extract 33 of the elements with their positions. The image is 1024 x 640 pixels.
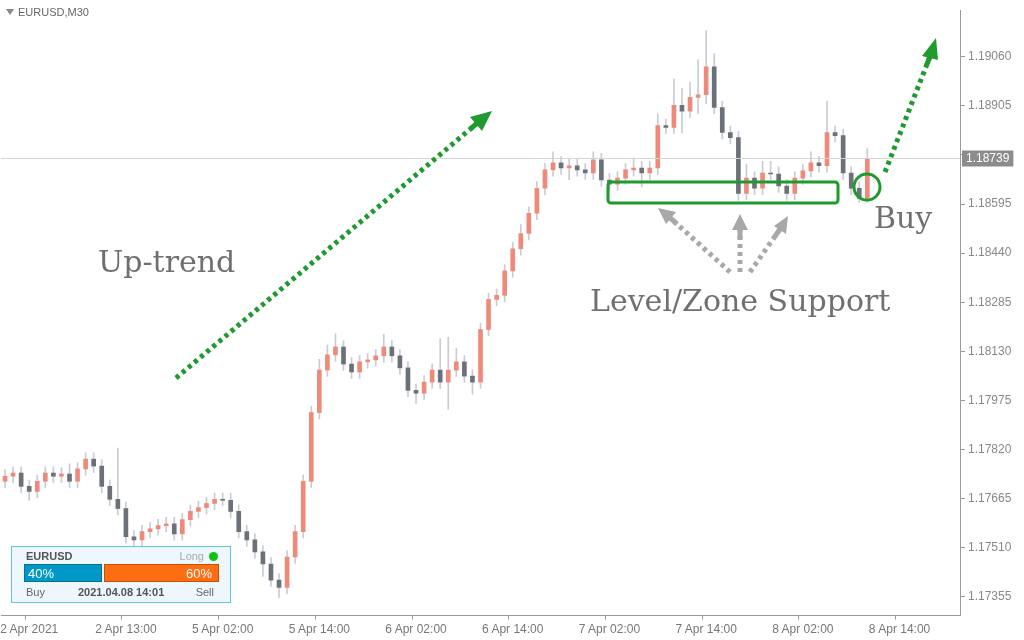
annotation: Long	[179, 550, 204, 562]
x-tick-label: 2 Apr 13:00	[95, 622, 157, 637]
x-tick-label: 8 Apr 14:00	[868, 622, 931, 637]
annotation: 2021.04.08 14:01	[78, 586, 165, 598]
x-tick-label: 6 Apr 14:00	[482, 622, 544, 637]
y-tick-label: 1.18130	[968, 343, 1012, 358]
y-tick-label: 1.18285	[968, 294, 1012, 309]
chart-title: EURUSD,M30	[18, 6, 89, 18]
annotation: Sell	[195, 586, 214, 598]
annotation: 40%	[28, 566, 55, 581]
annotation: Buy	[874, 200, 933, 235]
annotation: 60%	[185, 566, 212, 581]
x-tick-label: 6 Apr 02:00	[385, 622, 448, 637]
y-tick-label: 1.18905	[968, 98, 1012, 113]
annotation: EURUSD	[26, 550, 73, 562]
annotation: Buy	[26, 586, 45, 598]
x-tick-label: 5 Apr 14:00	[288, 622, 351, 637]
x-tick-label: 7 Apr 14:00	[675, 622, 738, 637]
annotation: Up-trend	[98, 244, 236, 279]
x-tick-label: 8 Apr 02:00	[772, 622, 834, 637]
y-tick-label: 1.17975	[968, 392, 1012, 407]
y-tick-label: 1.18440	[968, 245, 1012, 260]
x-tick-label: 2 Apr 2021	[0, 622, 59, 637]
y-tick-label: 1.17665	[968, 491, 1012, 506]
x-tick-label: 7 Apr 02:00	[578, 622, 641, 637]
ref-line-label: 1.18739	[966, 150, 1010, 165]
y-tick-label: 1.19060	[968, 49, 1012, 64]
annotation: Level/Zone Support	[590, 283, 891, 318]
x-tick-label: 5 Apr 02:00	[191, 622, 254, 637]
y-tick-label: 1.17510	[968, 540, 1012, 555]
y-tick-label: 1.18595	[968, 196, 1012, 211]
y-tick-label: 1.17355	[968, 589, 1012, 604]
y-tick-label: 1.17820	[968, 441, 1012, 456]
